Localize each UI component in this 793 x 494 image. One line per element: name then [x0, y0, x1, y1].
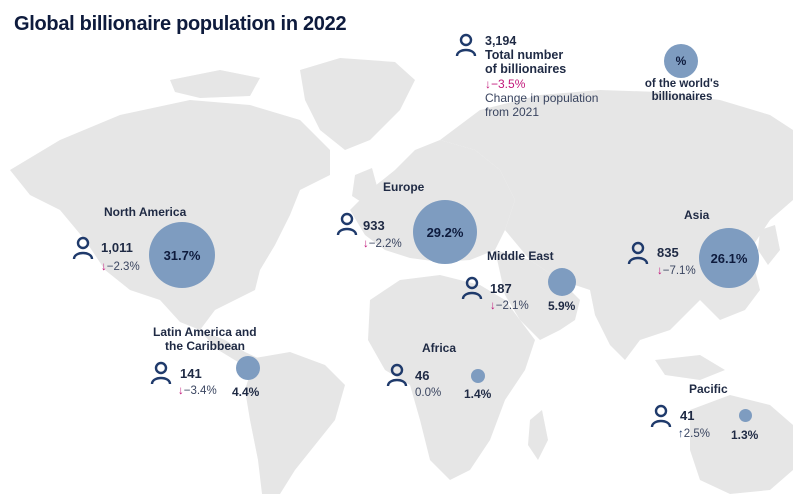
- region-count-latin-america: 141: [180, 366, 202, 381]
- person-icon: [455, 33, 477, 57]
- person-icon: [72, 236, 94, 260]
- region-count-middle-east: 187: [490, 281, 512, 296]
- share-bubble-latin-america: [236, 356, 260, 380]
- region-name-latin-america-line2: the Caribbean: [165, 339, 246, 353]
- region-name-europe: Europe: [383, 180, 425, 194]
- region-change-asia: ↓−7.1%: [657, 265, 696, 277]
- person-icon: [386, 363, 408, 387]
- legend-share-label-2: billionaires: [651, 91, 713, 103]
- share-bubble-asia: 26.1%: [699, 228, 759, 288]
- region-change-latin-america: ↓−3.4%: [178, 385, 217, 397]
- share-bubble-north-america: 31.7%: [149, 222, 215, 288]
- person-icon: [650, 404, 672, 428]
- page-title: Global billionaire population in 2022: [14, 13, 347, 35]
- share-bubble-europe: 29.2%: [413, 200, 477, 264]
- region-name-pacific: Pacific: [689, 382, 728, 396]
- person-icon: [336, 212, 358, 236]
- legend-change-label-2: from 2021: [485, 105, 540, 119]
- region-name-africa: Africa: [422, 341, 457, 355]
- share-label-africa: 1.4%: [464, 387, 492, 401]
- legend-share-bubble: %: [664, 44, 698, 78]
- region-count-asia: 835: [657, 245, 679, 260]
- person-icon: [461, 276, 483, 300]
- region-count-europe: 933: [363, 218, 385, 233]
- legend-total-change: ↓−3.5%: [485, 77, 526, 91]
- legend-total-label-1: Total number: [485, 48, 564, 62]
- share-label-north-america: 31.7%: [163, 247, 201, 263]
- share-bubble-pacific: [739, 409, 752, 422]
- region-change-africa: 0.0%: [415, 387, 442, 399]
- region-name-north-america: North America: [104, 205, 187, 219]
- region-count-africa: 46: [415, 368, 430, 383]
- person-icon: [150, 361, 172, 385]
- share-label-asia: 26.1%: [710, 250, 748, 266]
- share-bubble-africa: [471, 369, 485, 383]
- person-icon: [627, 241, 649, 265]
- share-label-pacific: 1.3%: [731, 428, 759, 442]
- region-change-europe: ↓−2.2%: [363, 238, 402, 250]
- region-change-pacific: ↑2.5%: [678, 428, 710, 440]
- region-count-north-america: 1,011: [101, 240, 133, 255]
- region-change-north-america: ↓−2.3%: [101, 261, 140, 273]
- share-label-europe: 29.2%: [426, 224, 464, 240]
- legend-total-value: 3,194: [485, 34, 517, 48]
- share-bubble-middle-east: [548, 268, 576, 296]
- region-change-middle-east: ↓−2.1%: [490, 300, 529, 312]
- share-label-middle-east: 5.9%: [548, 299, 576, 313]
- region-name-middle-east: Middle East: [487, 249, 554, 263]
- legend-total-label-2: of billionaires: [485, 62, 567, 76]
- legend-share-label-1: of the world's: [644, 78, 720, 90]
- region-name-latin-america: Latin America and: [153, 325, 257, 339]
- legend-share-symbol: %: [675, 54, 687, 68]
- legend-change-label-1: Change in population: [485, 91, 599, 105]
- region-name-asia: Asia: [684, 208, 710, 222]
- region-count-pacific: 41: [680, 408, 695, 423]
- share-label-latin-america: 4.4%: [232, 385, 260, 399]
